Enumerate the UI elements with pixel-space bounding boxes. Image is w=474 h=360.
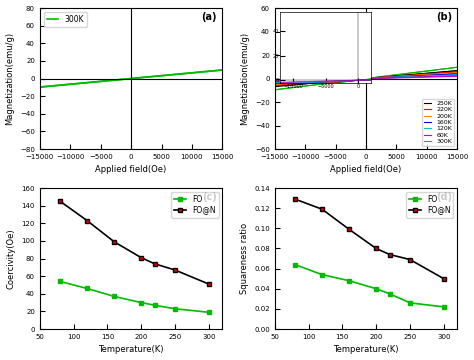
Y-axis label: Magnetization(emu/g): Magnetization(emu/g) xyxy=(240,32,249,125)
Y-axis label: Coercivity(Oe): Coercivity(Oe) xyxy=(7,228,16,289)
Legend: FO, FO@N: FO, FO@N xyxy=(171,192,219,217)
Text: (d): (d) xyxy=(436,192,452,202)
Text: (a): (a) xyxy=(201,12,217,22)
X-axis label: Temperature(K): Temperature(K) xyxy=(333,346,399,355)
Legend: FO, FO@N: FO, FO@N xyxy=(406,192,454,217)
Y-axis label: Magnetization(emu/g): Magnetization(emu/g) xyxy=(6,32,15,125)
X-axis label: Applied field(Oe): Applied field(Oe) xyxy=(95,166,167,175)
Text: (c): (c) xyxy=(202,192,217,202)
Y-axis label: Squareness ratio: Squareness ratio xyxy=(239,223,248,294)
X-axis label: Applied field(Oe): Applied field(Oe) xyxy=(330,166,401,175)
Legend: 250K, 220K, 200K, 160K, 120K, 60K, 300K: 250K, 220K, 200K, 160K, 120K, 60K, 300K xyxy=(422,99,454,146)
Legend: 300K: 300K xyxy=(44,12,87,27)
Text: (b): (b) xyxy=(436,12,452,22)
X-axis label: Temperature(K): Temperature(K) xyxy=(98,346,164,355)
